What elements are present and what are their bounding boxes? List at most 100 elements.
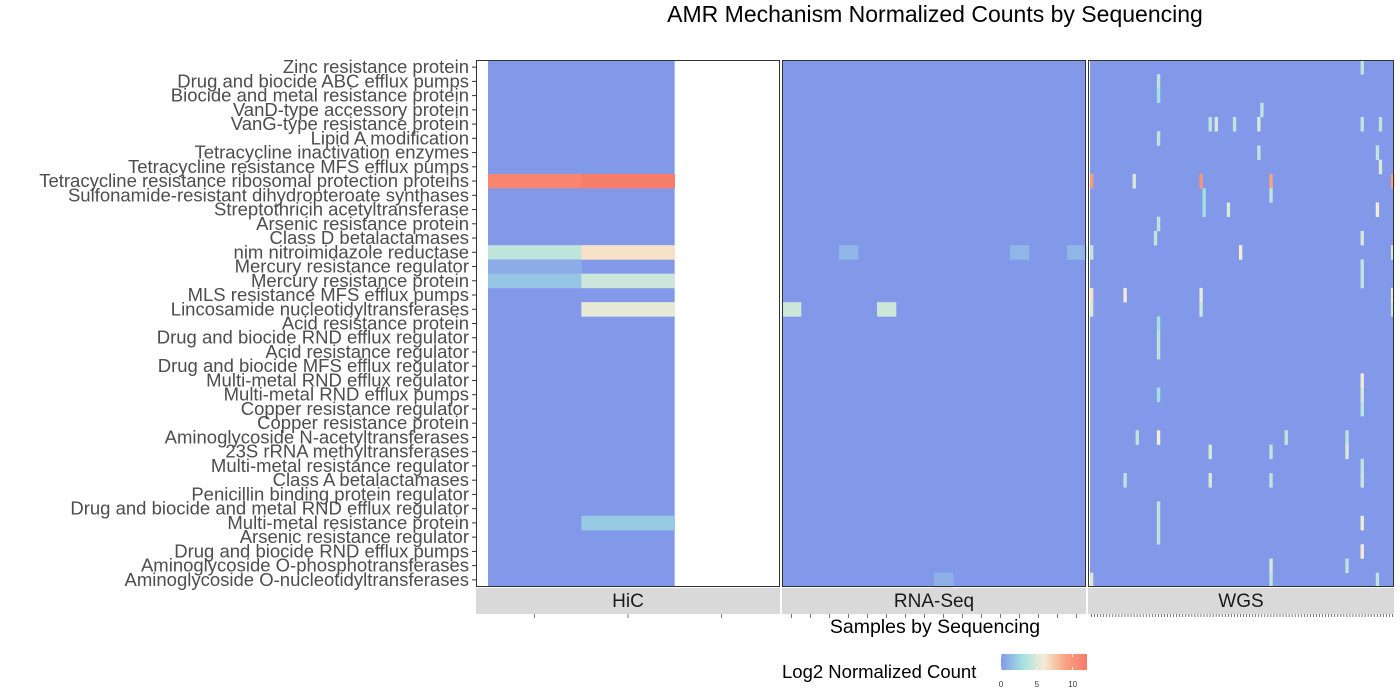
heatmap-cell	[1156, 344, 1161, 360]
heatmap-cell	[1269, 173, 1273, 189]
heatmap-cell	[1156, 501, 1161, 517]
heatmap-cell	[934, 572, 954, 588]
y-tick-label: Drug and biocide RND efflux pumps	[174, 540, 469, 561]
heatmap-background	[488, 60, 675, 587]
y-tick-label: Multi-metal RND efflux regulator	[206, 369, 469, 390]
heatmap-cell	[1269, 444, 1273, 460]
heatmap-cell	[1360, 259, 1364, 274]
legend-colorbar	[1001, 654, 1087, 670]
y-tick-label: MLS resistance MFS efflux pumps	[188, 284, 469, 305]
y-tick-label: VanD-type accessory protein	[233, 99, 469, 120]
panel-wgs	[1088, 60, 1395, 588]
heatmap-cell	[1390, 302, 1395, 317]
heatmap-cell	[1257, 145, 1261, 161]
heatmap-cell	[581, 515, 675, 531]
heatmap-cell	[1090, 245, 1094, 260]
facet-strips: HiC RNA-Seq WGS	[476, 588, 1394, 614]
heatmap-cell	[488, 245, 582, 260]
heatmap-cell	[1156, 430, 1161, 445]
heatmap-cell	[1156, 387, 1161, 403]
heatmap-cell	[1260, 102, 1264, 118]
heatmap-cell	[1156, 74, 1161, 89]
heatmap-cell	[1360, 230, 1364, 246]
heatmap-cell	[1156, 216, 1161, 232]
y-tick-label: Streptothricin acetyltransferase	[214, 199, 469, 220]
y-tick-label: Acid resistance protein	[282, 313, 469, 334]
y-tick-label: Acid resistance regulator	[265, 341, 469, 362]
panel-border	[476, 60, 780, 587]
y-tick-label: Aminoglycoside O-phosphotransferases	[141, 555, 469, 576]
heatmap-cell	[1284, 430, 1288, 445]
heatmap-cell	[1010, 245, 1030, 260]
heatmap-cell	[488, 259, 582, 274]
heatmap-cell	[581, 245, 675, 260]
y-tick-label: Arsenic resistance regulator	[240, 526, 469, 547]
heatmap-cell	[1156, 530, 1161, 545]
heatmap-cell	[782, 302, 802, 317]
heatmap-cell	[581, 173, 675, 189]
legend-title: Log2 Normalized Count	[782, 661, 976, 682]
heatmap-cell	[877, 302, 897, 317]
legend: Log2 Normalized Count 0 5 10	[782, 654, 1087, 689]
y-tick-label: Aminoglycoside O-nucleotidyltransferases	[125, 569, 469, 590]
heatmap-cell	[1132, 173, 1136, 189]
heatmap-cell	[1360, 515, 1364, 531]
heatmap-cell	[1360, 273, 1364, 289]
heatmap-cell	[1090, 572, 1094, 588]
heatmap-cell	[1375, 572, 1380, 588]
y-tick-label: Arsenic resistance protein	[256, 213, 469, 234]
facet-strip-label: RNA-Seq	[894, 591, 974, 612]
heatmap-cell	[1360, 544, 1364, 559]
heatmap-cell	[1202, 202, 1206, 217]
heatmap-cell	[1257, 116, 1261, 132]
x-axis-title: Samples by Sequencing	[830, 616, 1040, 638]
facet-strip-label: WGS	[1218, 591, 1263, 612]
heatmap-cell	[1345, 444, 1349, 460]
heatmap-cell	[1390, 173, 1395, 189]
y-tick-label: Lipid A modification	[311, 127, 469, 148]
heatmap-cell	[1156, 88, 1161, 104]
y-tick-label: Copper resistance regulator	[241, 398, 469, 419]
heatmap-cell	[1269, 188, 1273, 203]
heatmap-cell	[1090, 173, 1094, 189]
y-tick-label: Multi-metal resistance protein	[227, 512, 469, 533]
y-tick-label: Multi-metal resistance regulator	[211, 455, 469, 476]
heatmap-cell	[1345, 430, 1349, 445]
y-tick-label: Drug and biocide ABC efflux pumps	[177, 70, 469, 91]
heatmap-cell	[1199, 173, 1203, 189]
heatmap-cell	[1153, 230, 1158, 246]
heatmap-cell	[1375, 145, 1380, 161]
x-axis-ticks	[534, 614, 1393, 618]
panel-hic	[476, 60, 780, 587]
facet-strip	[1088, 588, 1394, 614]
heatmap-cell	[1360, 60, 1364, 75]
heatmap-cell	[1269, 473, 1273, 488]
y-tick-label: Biocide and metal resistance protein	[171, 85, 469, 106]
heatmap-cell	[1208, 116, 1212, 132]
heatmap-cell	[1269, 572, 1273, 588]
y-tick-label: Class A betalactamases	[273, 469, 469, 490]
heatmap-cell	[1345, 558, 1349, 574]
heatmap-cell	[1067, 245, 1087, 260]
heatmap-cell	[1199, 287, 1203, 303]
heatmap-cell	[1123, 287, 1127, 303]
heatmap-cell	[1202, 188, 1206, 203]
heatmap-cell	[1156, 515, 1161, 531]
heatmap-cell	[1390, 245, 1395, 260]
heatmap-background	[782, 60, 1086, 587]
heatmap-cell	[1360, 458, 1364, 474]
heatmap-cell	[1360, 116, 1364, 132]
heatmap-cell	[1199, 302, 1203, 317]
heatmap-cell	[581, 302, 675, 317]
facet-strip	[782, 588, 1086, 614]
heatmap-cell	[1135, 430, 1139, 445]
y-tick-label: Mercury resistance protein	[251, 270, 469, 291]
heatmap-cell	[1378, 116, 1383, 132]
y-tick-label: Copper resistance protein	[257, 412, 469, 433]
heatmap-cell	[1208, 473, 1212, 488]
y-tick-label: Drug and biocide MFS efflux regulator	[158, 355, 469, 376]
legend-tick-label: 10	[1068, 680, 1077, 689]
panel-rna-seq	[782, 60, 1087, 588]
